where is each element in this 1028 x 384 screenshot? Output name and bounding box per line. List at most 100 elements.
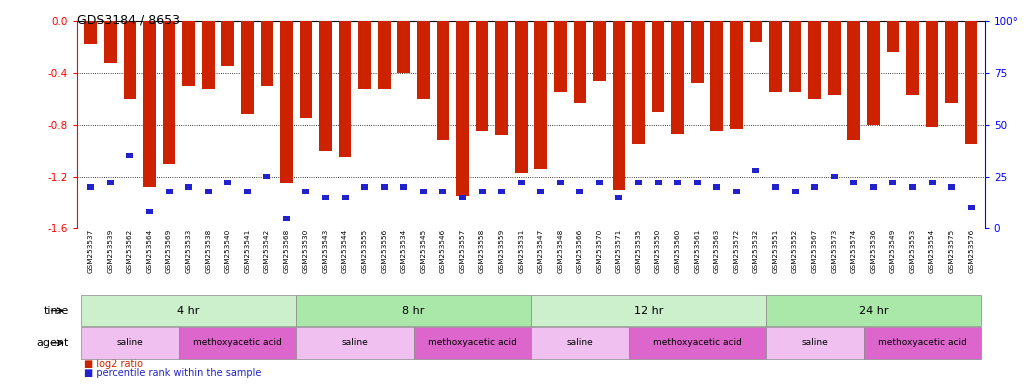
Bar bbox=[107, 180, 114, 185]
Bar bbox=[671, 21, 684, 134]
Bar bbox=[632, 21, 645, 144]
Bar bbox=[224, 180, 231, 185]
Bar bbox=[694, 180, 701, 185]
Bar bbox=[850, 180, 857, 185]
Text: methoxyacetic acid: methoxyacetic acid bbox=[653, 338, 741, 348]
Bar bbox=[221, 21, 234, 66]
Bar bbox=[322, 195, 329, 200]
Text: saline: saline bbox=[341, 338, 368, 348]
Bar bbox=[380, 184, 388, 190]
Bar bbox=[419, 189, 427, 194]
Bar bbox=[319, 21, 332, 151]
Bar bbox=[964, 21, 978, 144]
Bar bbox=[123, 21, 137, 99]
Bar bbox=[479, 189, 485, 194]
Bar bbox=[733, 189, 740, 194]
Bar bbox=[499, 189, 505, 194]
Bar bbox=[889, 180, 896, 185]
Bar bbox=[518, 180, 524, 185]
Bar bbox=[847, 21, 860, 141]
Bar bbox=[749, 21, 763, 42]
Bar bbox=[945, 21, 958, 103]
Bar bbox=[185, 184, 192, 190]
Bar bbox=[398, 21, 410, 73]
Bar bbox=[359, 21, 371, 89]
Bar bbox=[808, 21, 821, 99]
Text: agent: agent bbox=[37, 338, 69, 348]
Bar bbox=[948, 184, 955, 190]
Bar bbox=[260, 21, 273, 86]
Bar bbox=[535, 21, 547, 169]
Bar bbox=[674, 180, 682, 185]
Bar bbox=[577, 189, 583, 194]
Bar bbox=[730, 21, 743, 129]
Bar bbox=[87, 184, 95, 190]
Bar bbox=[574, 21, 586, 103]
Bar bbox=[400, 184, 407, 190]
Bar bbox=[616, 195, 623, 200]
Bar bbox=[182, 21, 195, 86]
Bar bbox=[283, 215, 290, 221]
Bar bbox=[788, 21, 802, 93]
Text: methoxyacetic acid: methoxyacetic acid bbox=[878, 338, 966, 348]
Bar bbox=[458, 195, 466, 200]
Bar bbox=[205, 189, 212, 194]
Bar bbox=[554, 21, 566, 93]
Bar bbox=[752, 168, 760, 173]
Bar bbox=[476, 21, 488, 131]
Bar bbox=[713, 184, 721, 190]
Bar bbox=[886, 21, 900, 52]
Bar bbox=[299, 21, 313, 118]
Bar bbox=[710, 21, 723, 131]
Bar bbox=[925, 21, 939, 127]
Bar bbox=[557, 180, 563, 185]
Bar bbox=[417, 21, 430, 99]
Bar bbox=[655, 180, 662, 185]
Bar bbox=[166, 189, 173, 194]
Bar bbox=[241, 21, 254, 114]
Bar bbox=[909, 184, 916, 190]
Text: methoxyacetic acid: methoxyacetic acid bbox=[428, 338, 517, 348]
Text: saline: saline bbox=[566, 338, 593, 348]
Bar bbox=[691, 21, 703, 83]
Bar bbox=[439, 189, 446, 194]
Bar bbox=[652, 21, 664, 112]
Bar bbox=[143, 21, 156, 187]
Bar bbox=[596, 180, 603, 185]
Bar bbox=[146, 209, 153, 215]
Text: methoxyacetic acid: methoxyacetic acid bbox=[193, 338, 282, 348]
Text: 8 hr: 8 hr bbox=[402, 306, 425, 316]
Bar bbox=[828, 21, 841, 95]
Bar bbox=[831, 174, 838, 179]
Text: ■ percentile rank within the sample: ■ percentile rank within the sample bbox=[84, 368, 262, 378]
Bar bbox=[437, 21, 449, 141]
Bar bbox=[104, 21, 117, 63]
Bar bbox=[635, 180, 642, 185]
Bar bbox=[341, 195, 348, 200]
Bar bbox=[538, 189, 544, 194]
Bar bbox=[870, 184, 877, 190]
Bar bbox=[792, 189, 799, 194]
Bar bbox=[456, 21, 469, 196]
Bar bbox=[339, 21, 352, 157]
Bar bbox=[84, 21, 98, 45]
Bar bbox=[515, 21, 527, 173]
Bar bbox=[769, 21, 782, 93]
Bar bbox=[613, 21, 625, 190]
Text: time: time bbox=[43, 306, 69, 316]
Text: 24 hr: 24 hr bbox=[858, 306, 888, 316]
Bar bbox=[593, 21, 605, 81]
Text: 12 hr: 12 hr bbox=[633, 306, 663, 316]
Text: ■ log2 ratio: ■ log2 ratio bbox=[84, 359, 143, 369]
Bar bbox=[811, 184, 818, 190]
Bar bbox=[244, 189, 251, 194]
Bar bbox=[378, 21, 391, 89]
Bar bbox=[772, 184, 779, 190]
Text: 4 hr: 4 hr bbox=[178, 306, 199, 316]
Bar bbox=[495, 21, 508, 135]
Bar bbox=[280, 21, 293, 183]
Bar bbox=[867, 21, 880, 125]
Bar bbox=[967, 205, 975, 210]
Bar bbox=[162, 21, 176, 164]
Bar bbox=[126, 153, 134, 159]
